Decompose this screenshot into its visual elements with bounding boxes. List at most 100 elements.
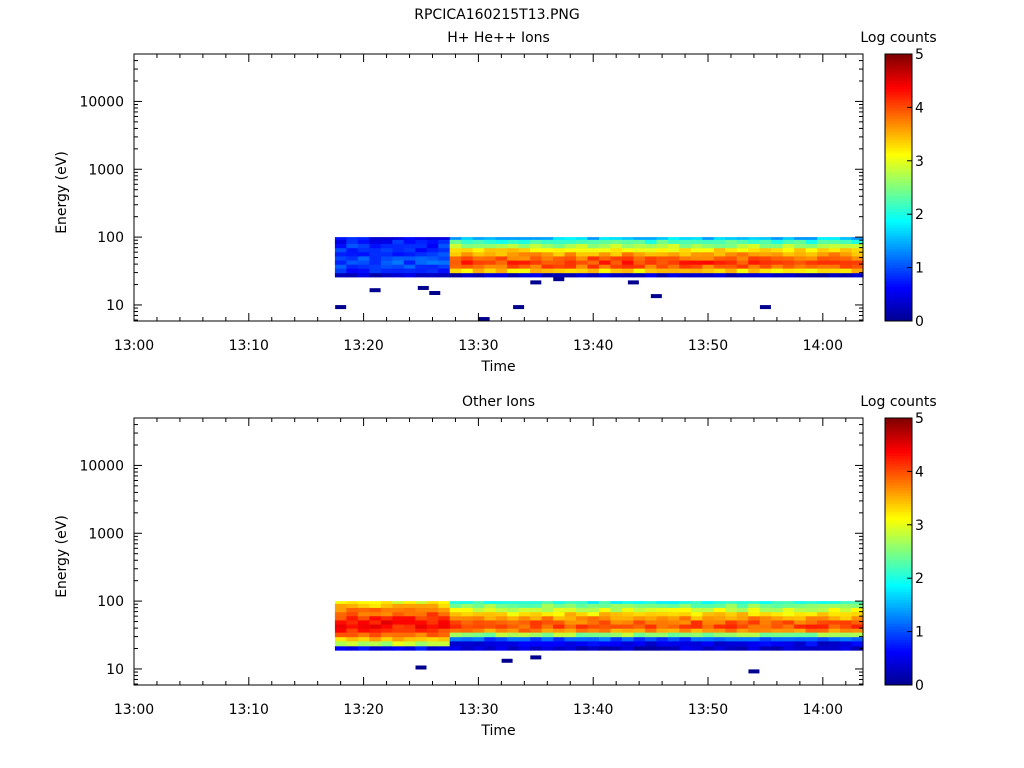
heatmap-cell [851,259,864,265]
colorbar-segment [885,288,912,293]
sparse-point [553,277,565,282]
y-tick-label: 1000 [88,526,124,542]
heatmap-cell [679,259,692,265]
heatmap-cell [598,645,612,651]
heatmap-cell [621,272,634,278]
heatmap-cell [690,619,703,625]
x-tick-label: 13:50 [688,702,728,718]
heatmap-cell [472,645,485,651]
heatmap-cell [518,615,531,621]
heatmap-cell [369,619,382,625]
colorbar-segment [885,240,912,245]
heatmap-cell [334,239,347,244]
heatmap-cell [828,603,841,608]
sparse-point [530,655,542,660]
heatmap-cell [484,268,497,274]
colorbar-segment [885,492,912,496]
heatmap-cell [392,636,405,642]
heatmap-cell [805,623,818,629]
heatmap-cell [553,623,566,629]
heatmap-cell [507,619,520,625]
heatmap-cell [702,632,715,638]
heatmap-cell [736,628,749,633]
heatmap-cell [794,237,807,240]
heatmap-cell [403,636,416,642]
heatmap-cell [840,247,853,253]
heatmap-cell [403,619,416,625]
colorbar-segment [885,270,912,274]
heatmap-cell [357,601,370,604]
heatmap-cell [484,251,497,257]
heatmap-cell [667,640,680,647]
heatmap-cell [748,632,761,638]
heatmap-cell [587,264,600,269]
heatmap-cell [794,259,807,265]
colorbar-tick-label: 4 [915,464,924,480]
heatmap-cell [415,611,428,617]
heatmap-cell [426,607,439,613]
heatmap-cell [530,632,543,638]
heatmap-cell [748,243,761,249]
colorbar-segment [885,160,912,164]
heatmap-cell [472,243,485,249]
heatmap-cell [380,636,393,642]
heatmap-cell [530,619,543,625]
heatmap-cell [702,645,715,651]
colorbar-segment [885,299,912,303]
heatmap-cell [633,640,646,647]
heatmap-cell [851,615,864,621]
colorbar-segment [885,455,912,459]
heatmap-cell [644,640,657,647]
heatmap-cell [817,243,830,249]
heatmap-cell [575,611,589,617]
heatmap-cell [828,636,841,642]
heatmap-cell [530,264,543,269]
heatmap-cell [610,645,623,651]
sparse-point [415,665,427,670]
heatmap-cell [334,611,347,617]
colorbar-segment [885,655,912,659]
heatmap-cell [484,623,497,629]
heatmap-cell [564,632,577,638]
colorbar-tick-label: 0 [915,678,924,694]
heatmap-cell [805,251,818,257]
plot-frame [133,417,864,686]
figure-title: RPCICA160215T13.PNG [414,7,579,23]
heatmap-cell [564,601,577,604]
heatmap-cell [449,272,462,278]
heatmap-cell [426,268,439,274]
heatmap-cell [817,601,830,604]
heatmap-cell [438,611,451,617]
heatmap-cell [553,645,566,651]
heatmap-cell [369,272,382,278]
colorbar-segment [885,238,912,242]
heatmap-cell [690,255,703,261]
heatmap-cell [656,645,669,651]
heatmap-cell [725,601,738,604]
heatmap-cell [472,237,485,240]
heatmap-cell [748,628,761,633]
y-tick-label: 10 [106,298,124,314]
heatmap-cell [415,607,428,613]
heatmap-cell [564,611,577,617]
colorbar-segment [885,147,912,151]
heatmap-cell [725,615,738,621]
colorbar-segment [885,208,912,213]
colorbar-segment [885,291,912,295]
heatmap-cell [771,619,784,625]
heatmap-cell [748,623,761,629]
heatmap-cell [794,268,807,274]
x-tick-label: 13:00 [114,702,154,718]
heatmap-cell [610,603,623,608]
heatmap-cell [805,237,818,240]
heatmap-cell [507,247,520,253]
heatmap-cell [495,601,508,604]
heatmap-cell [346,640,359,647]
heatmap-cell [713,239,726,244]
colorbar-segment [885,179,912,183]
heatmap-cell [415,272,428,278]
heatmap-cell [461,239,474,244]
heatmap-cell [369,264,382,269]
colorbar-segment [885,256,912,261]
